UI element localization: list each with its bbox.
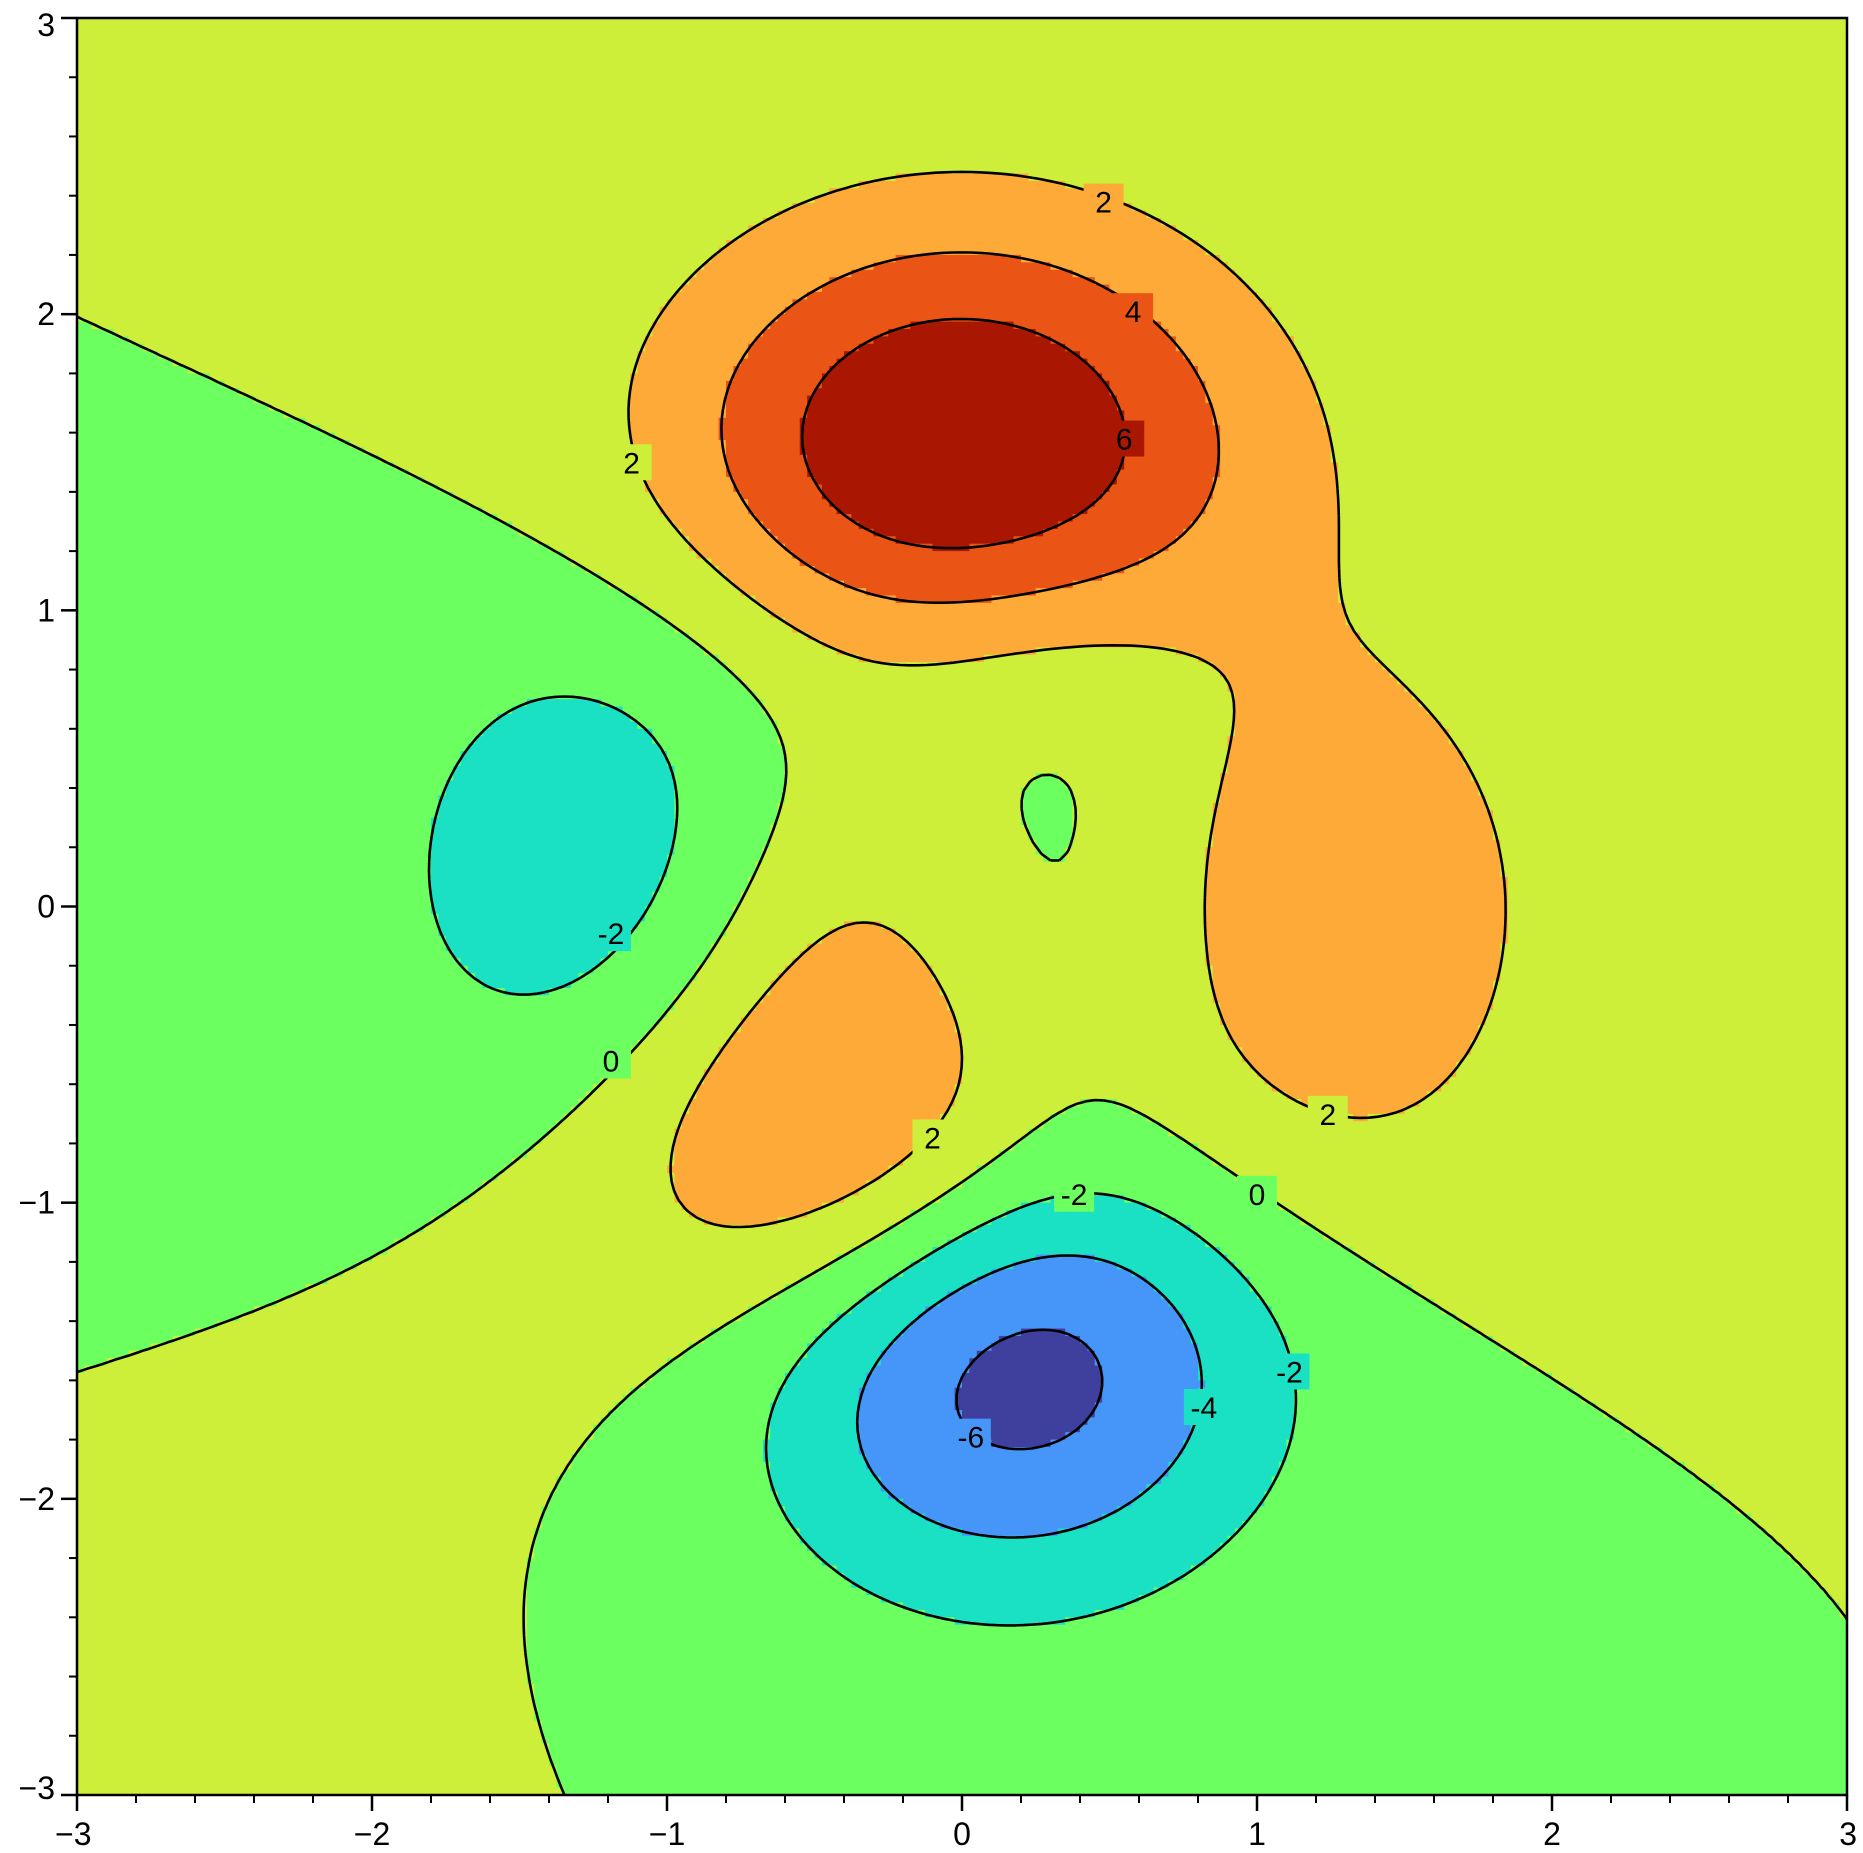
x-tick-label: 2 xyxy=(1543,1816,1561,1852)
contour-label: -2 xyxy=(598,918,625,951)
contour-label: -2 xyxy=(1061,1179,1088,1212)
contour-label: 2 xyxy=(1095,187,1112,220)
contour-label: 6 xyxy=(1116,424,1133,457)
x-tick-label: −2 xyxy=(354,1816,390,1852)
y-tick-label: −2 xyxy=(19,1481,55,1517)
y-tick-label: −1 xyxy=(19,1185,55,1221)
y-tick-label: 2 xyxy=(37,296,55,332)
contour-label: 2 xyxy=(1319,1099,1336,1132)
contour-label: 0 xyxy=(1249,1179,1266,1212)
y-tick-label: −3 xyxy=(19,1770,55,1806)
contour-label: -6 xyxy=(958,1422,985,1455)
filled-contours xyxy=(77,18,1848,1796)
x-tick-label: 0 xyxy=(953,1816,971,1852)
x-tick-label: 3 xyxy=(1839,1816,1857,1852)
contour-label: -4 xyxy=(1191,1392,1218,1425)
x-tick-label: 1 xyxy=(1248,1816,1266,1852)
x-tick-label: −1 xyxy=(649,1816,685,1852)
contour-label: -2 xyxy=(1276,1356,1303,1389)
y-tick-label: 1 xyxy=(37,592,55,628)
contour-label: 0 xyxy=(603,1046,620,1079)
contour-label: 2 xyxy=(623,447,640,480)
contour-label: 4 xyxy=(1125,296,1142,329)
y-tick-label: 0 xyxy=(37,889,55,925)
y-tick-label: 3 xyxy=(37,7,55,43)
x-tick-label: −3 xyxy=(55,1816,91,1852)
contour-label: 2 xyxy=(924,1123,941,1156)
